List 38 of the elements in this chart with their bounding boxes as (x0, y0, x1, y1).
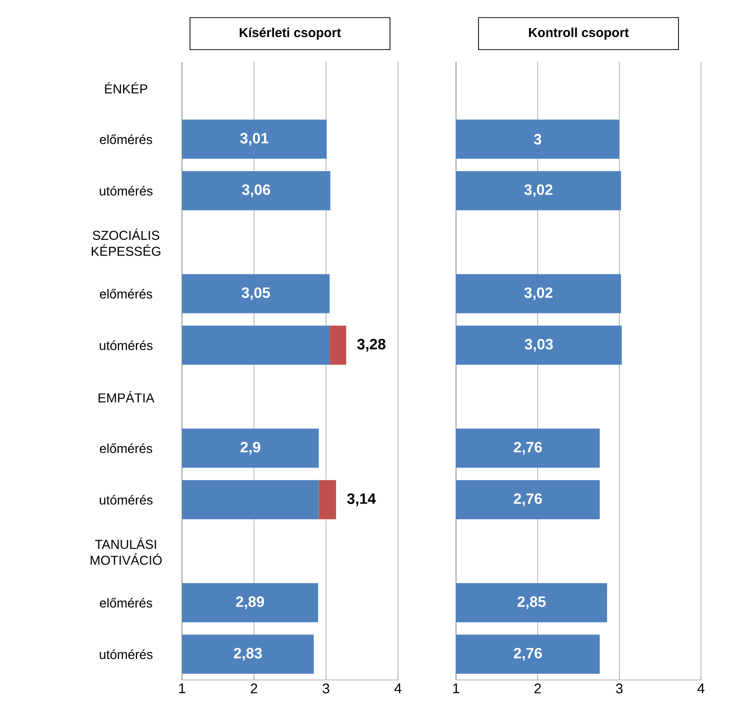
chart-title: Kontroll csoport (529, 28, 629, 40)
y-tick-label: utómérés (100, 340, 153, 350)
data-label: 2,83 (234, 648, 262, 661)
y-tick-label: előmérés (100, 134, 152, 144)
y-tick-label: előmérés (100, 288, 152, 299)
data-label: 3,03 (524, 338, 553, 352)
data-label: 2,76 (514, 648, 542, 661)
y-tick-label: utómérés (100, 649, 153, 660)
data-label: 3,02 (524, 184, 552, 198)
data-label: 3 (534, 134, 542, 145)
data-label: 2,76 (514, 442, 542, 455)
data-label: 3,28 (357, 338, 386, 352)
y-tick-label: SZOCIÁLIS KÉPESSÉG (92, 228, 160, 256)
x-tick-label: 2 (250, 684, 258, 694)
x-tick-label: 4 (394, 684, 402, 694)
y-tick-label: előmérés (100, 598, 152, 608)
x-tick-label: 3 (616, 684, 623, 694)
x-tick-label: 3 (322, 684, 330, 694)
y-tick-label: utómérés (100, 186, 153, 196)
data-label: 2,89 (236, 596, 264, 610)
data-label: 3,06 (242, 184, 270, 198)
data-label: 3,01 (240, 132, 268, 146)
chart-title: Kísérleti csoport (240, 28, 341, 40)
data-label: 2,76 (514, 493, 542, 506)
data-label: 2,9 (240, 442, 260, 455)
y-tick-label: utómérés (100, 494, 153, 505)
data-label: 3,14 (347, 493, 376, 506)
x-tick-label: 1 (179, 684, 186, 694)
y-tick-label: előmérés (100, 443, 152, 454)
x-tick-label: 1 (453, 684, 460, 694)
y-tick-label: TANULÁSI MOTIVÁCIÓ (90, 538, 162, 565)
data-label: 3,02 (524, 287, 552, 300)
y-tick-label: EMPÁTIA (98, 391, 154, 402)
x-tick-label: 2 (534, 684, 541, 694)
x-tick-label: 4 (697, 684, 704, 694)
data-label: 2,85 (518, 596, 546, 610)
y-tick-label: ÉNKÉP (105, 82, 148, 94)
data-label: 3,05 (242, 287, 270, 300)
